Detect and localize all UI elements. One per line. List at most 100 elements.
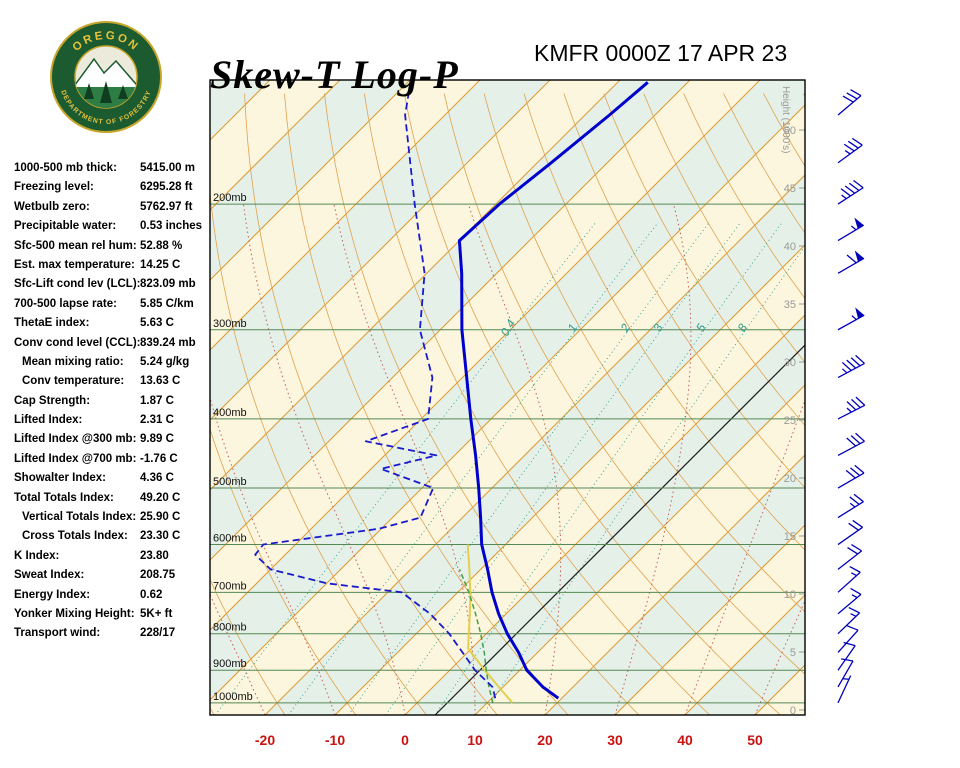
wind-barb-staff [837,526,863,546]
wind-barb-tick [848,182,860,192]
wind-barb-tick [847,140,859,149]
index-value: 9.89 C [140,433,174,446]
index-label: Lifted Index: [14,414,83,427]
isotherm-line [614,524,805,715]
index-row: Wetbulb zero: 5762.97 ft [14,201,214,220]
mixing-ratio-line [348,221,710,715]
wind-barb-staff [837,629,859,653]
index-row: Total Totals Index: 49.20 C [14,492,214,511]
label-layer: 0.4 1 2 3 5 8200mb300mb400mb500mb600mb700mb80… [209,79,806,748]
index-value: 5762.97 ft [140,200,193,213]
height-tick-label: 5 [790,647,796,659]
index-value: 14.25 C [140,258,181,271]
dry-adiabat [483,93,805,613]
mixing-ratio-line [482,245,805,715]
wind-barb-staff [837,224,865,242]
dry-adiabat [210,578,286,715]
wind-barb-tick [843,143,855,152]
index-row: Mean mixing ratio: 5.24 g/kg [14,356,214,375]
dry-adiabat [523,93,805,551]
wind-layer [837,89,866,704]
index-value: 5415.00 m [140,162,195,174]
height-tick-label: 15 [784,531,796,543]
reference-line [434,344,805,715]
index-row: Vertical Totals Index: 25.90 C [14,511,214,530]
index-row: Sweat Index: 208.75 [14,569,214,588]
wind-barb-staff [837,257,865,274]
index-label: ThetaE index: [14,317,90,330]
wind-barb-tick [846,254,857,264]
index-value: 6295.28 ft [140,181,193,194]
wind-barb-staff [837,645,856,671]
index-label: Yonker Mixing Height: [14,607,135,620]
wind-barb-tick [841,361,852,371]
index-label: Wetbulb zero: [14,200,90,213]
dry-adiabat [883,94,960,715]
wind-barb-halftick [850,225,857,231]
index-row: Transport wind: 228/17 [14,627,214,646]
index-value: 5K+ ft [140,607,173,620]
wind-barb-tick [850,435,861,445]
index-row: Precipitable water: 0.53 inches [14,220,214,239]
wind-barb-staff [837,550,863,570]
index-label: Sfc-Lift cond lev (LCL): [14,278,141,291]
index-label: Conv cond level (CCL): [14,336,141,349]
isotherm-line [544,454,805,715]
index-row: Energy Index: 0.62 [14,589,214,608]
index-value: 52.88 % [140,239,183,252]
wind-barb-tick [850,467,861,477]
pressure-label: 200mb [213,192,247,204]
isotherm-line [825,80,960,715]
wind-barb-halftick [849,502,856,508]
wind-barb-tick [846,437,857,447]
index-row: Conv temperature: 13.63 C [14,375,214,394]
temp-axis-label: 10 [467,732,483,748]
temp-axis-label: 20 [537,732,553,748]
index-row: Sfc-Lift cond lev (LCL): 823.09 mb [14,278,214,297]
index-row: Conv cond level (CCL): 839.24 mb [14,337,214,356]
wind-barb-staff [837,95,862,116]
index-value: 25.90 C [140,511,181,524]
wind-barb-tick [849,496,860,505]
isotherm-line [264,174,805,715]
isotherm-line [210,80,411,281]
wind-barb-tick [848,522,859,531]
pressure-label: 400mb [213,407,247,419]
mixing-ratio-line [288,221,659,715]
index-value: 208.75 [140,569,176,582]
wind-barb-tick [849,566,861,573]
wind-barb-halftick [844,150,851,155]
wind-barb-tick [850,357,861,367]
pressure-label: 600mb [213,533,247,545]
wind-barb-staff [837,472,865,489]
wind-barb-tick [853,180,864,189]
wind-barb-halftick [851,594,858,599]
pressure-label: 1000mb [213,691,253,703]
isotherm-line [684,594,805,715]
wind-barb-halftick [850,613,857,617]
height-tick-label: 25 [784,415,796,427]
height-tick-label: 10 [784,589,796,601]
pressure-label: 300mb [213,318,247,330]
wind-barb-tick [846,401,857,411]
odf-logo: OREGON DEPARTMENT OF FORESTRY [50,21,162,133]
wind-barb-tick [846,359,857,369]
index-label: Cap Strength: [14,394,91,407]
wind-barb-tick [847,547,859,555]
index-label: Energy Index: [14,588,91,601]
plot-frame [209,79,806,716]
index-row: Est. max temperature: 14.25 C [14,259,214,278]
dry-adiabat [803,93,805,98]
index-row: 1000-500 mb thick: 5415.00 m [14,162,214,181]
index-value: 13.63 C [140,375,181,388]
index-value: 23.80 [140,549,169,562]
isotherm-line [210,80,691,561]
wind-barb-staff [837,660,854,688]
dry-adiabat [923,94,960,715]
wind-barb-staff [837,593,862,615]
index-label: Freezing level: [14,181,94,194]
wind-barb-tick [842,95,854,103]
moist-adiabat [333,203,476,715]
index-label: Total Totals Index: [14,491,114,504]
index-label: Sfc-500 mean rel hum: [14,239,137,252]
